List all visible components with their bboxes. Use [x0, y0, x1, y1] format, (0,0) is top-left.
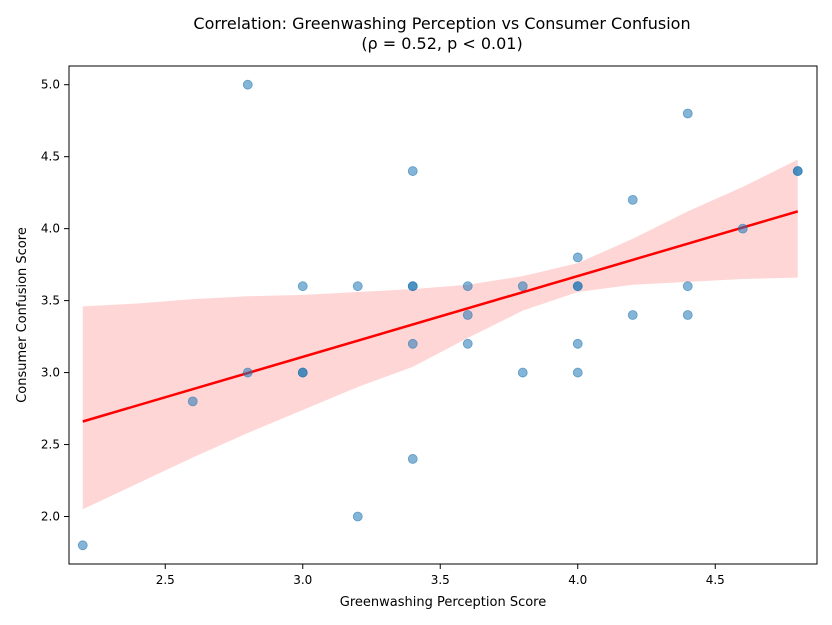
- data-point: [682, 281, 693, 292]
- x-tick-label: 3.0: [293, 573, 312, 587]
- data-point: [682, 310, 693, 320]
- data-point: [792, 166, 803, 176]
- data-point: [517, 281, 528, 292]
- data-point: [627, 310, 638, 320]
- y-tick-label: 5.0: [41, 78, 60, 92]
- confidence-band-layer: [82, 159, 798, 510]
- data-point: [572, 367, 583, 378]
- data-point: [407, 338, 418, 349]
- data-point: [462, 281, 473, 292]
- data-point: [517, 367, 528, 378]
- confidence-band: [82, 159, 798, 510]
- data-point: [352, 281, 363, 292]
- y-tick-label: 4.0: [41, 222, 60, 236]
- data-point: [242, 79, 253, 90]
- data-point: [737, 223, 748, 234]
- data-point: [407, 281, 418, 292]
- x-tick-label: 4.0: [568, 573, 587, 587]
- data-point: [572, 252, 583, 263]
- data-point: [462, 310, 473, 320]
- x-tick-label: 2.5: [156, 573, 175, 587]
- x-tick-label: 3.5: [431, 573, 450, 587]
- y-tick-label: 2.5: [41, 438, 60, 452]
- y-tick-label: 3.0: [41, 366, 60, 380]
- x-tick-label: 4.5: [706, 573, 725, 587]
- data-point: [462, 338, 473, 349]
- y-axis-ticks: 2.0 2.5 3.0 3.5 4.0 4.5 5.0: [41, 78, 69, 524]
- data-point: [297, 281, 308, 292]
- data-point: [407, 454, 418, 464]
- data-point: [572, 338, 583, 349]
- data-point: [572, 281, 583, 292]
- data-point: [407, 166, 418, 176]
- data-points-layer: [77, 79, 803, 551]
- y-tick-label: 4.5: [41, 150, 60, 164]
- data-point: [242, 367, 253, 378]
- chart-title: Correlation: Greenwashing Perception vs …: [193, 14, 690, 33]
- data-point: [682, 108, 693, 119]
- regression-line: [82, 210, 799, 423]
- x-axis-ticks: 2.5 3.0 3.5 4.0 4.5: [156, 564, 725, 587]
- y-axis-label: Consumer Confusion Score: [15, 227, 30, 403]
- y-tick-label: 2.0: [41, 510, 60, 524]
- plot-frame: [68, 65, 818, 565]
- x-axis-label: Greenwashing Perception Score: [340, 595, 547, 610]
- data-point: [187, 396, 198, 407]
- data-point: [297, 367, 308, 378]
- chart-subtitle: (ρ = 0.52, p < 0.01): [361, 34, 522, 53]
- y-tick-label: 3.5: [41, 294, 60, 308]
- data-point: [627, 194, 638, 205]
- data-point: [77, 540, 88, 551]
- regression-line-layer: [82, 210, 799, 423]
- data-point: [352, 511, 363, 522]
